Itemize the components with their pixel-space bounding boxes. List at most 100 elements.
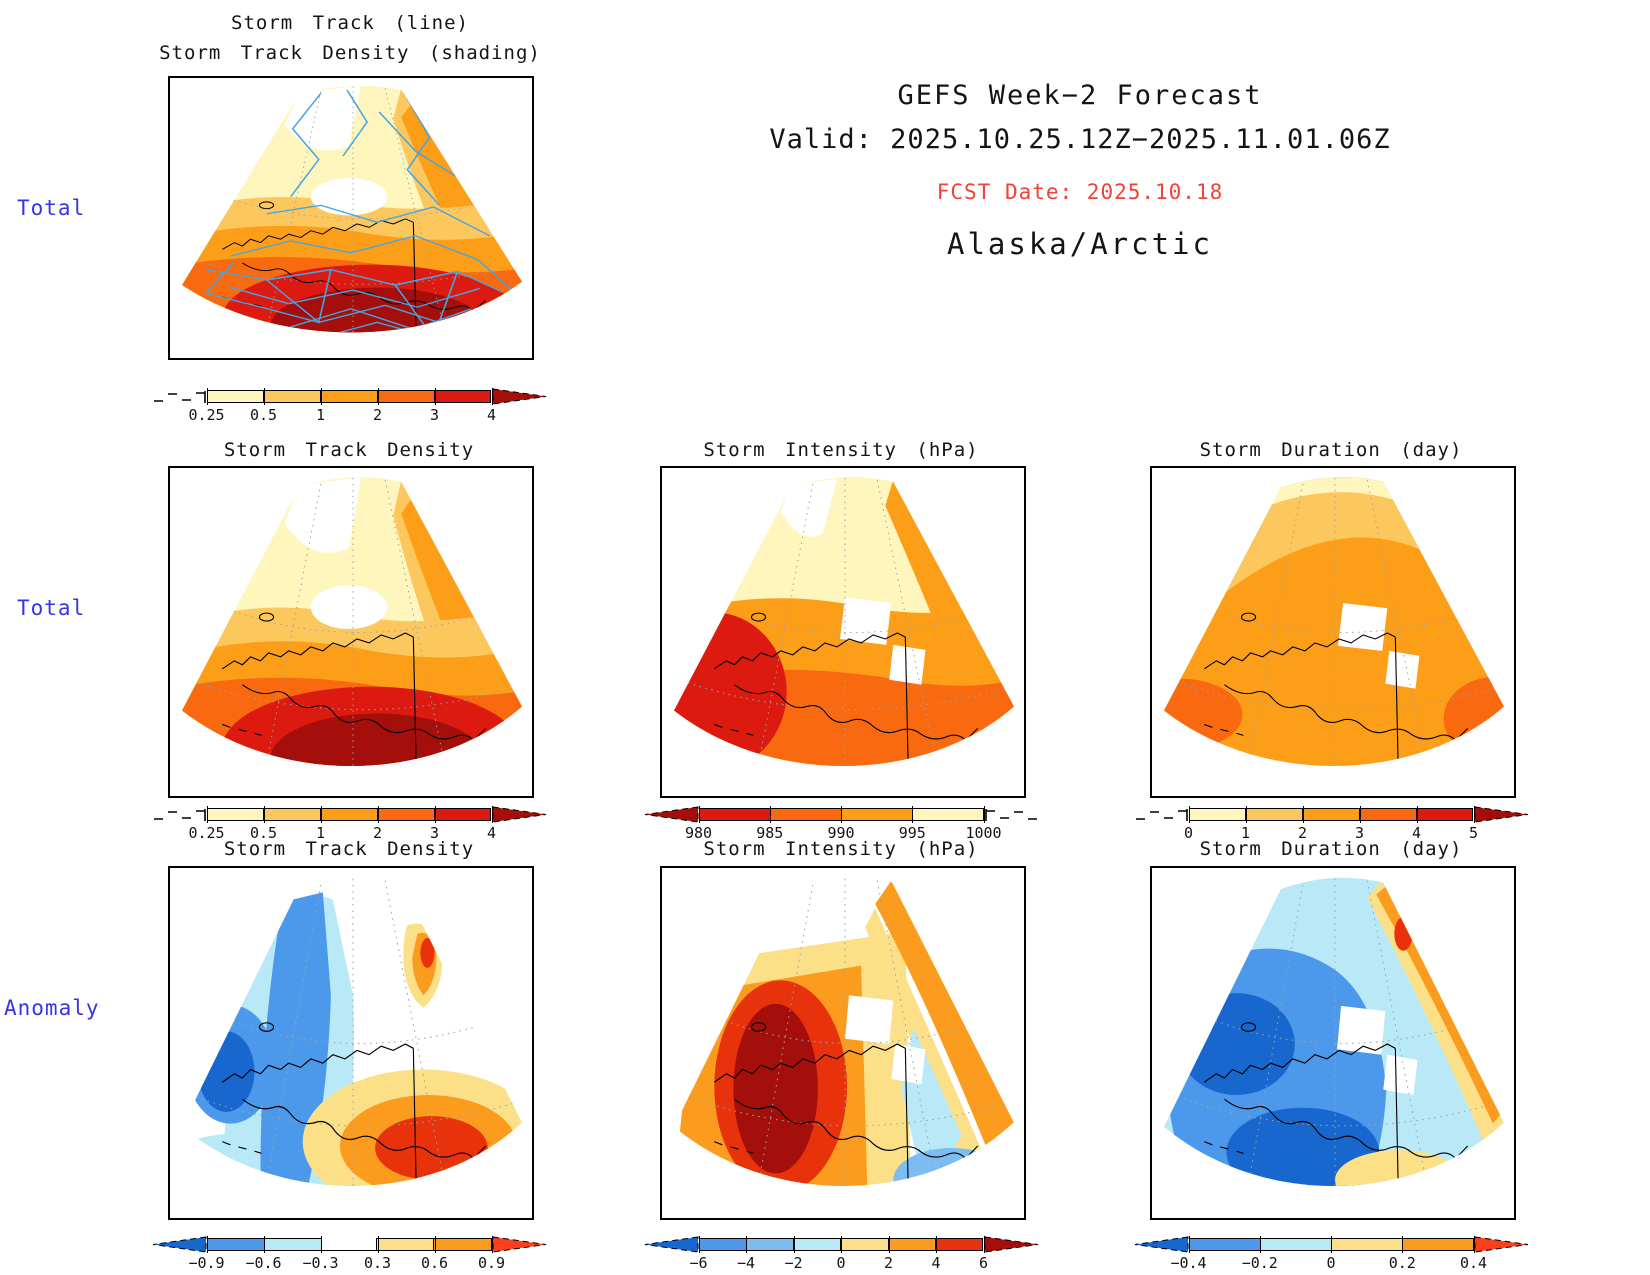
map-canvas bbox=[182, 477, 522, 766]
colorbar-arrow-right-icon bbox=[492, 806, 546, 823]
colorbar-bar: 0 1 2 3 4 5 bbox=[1184, 806, 1478, 842]
colorbar-duration-total: 0 1 2 3 4 5 bbox=[1121, 806, 1541, 852]
colorbar-arrow-left-icon bbox=[152, 1236, 206, 1253]
colorbar-arrow-left-icon bbox=[1134, 1236, 1188, 1253]
colorbar-segment bbox=[793, 1238, 842, 1251]
colorbar-tick-label: 2 bbox=[372, 824, 383, 842]
colorbar-tick-label: 4 bbox=[486, 406, 497, 424]
colorbar-dash-end-icon bbox=[153, 809, 206, 821]
colorbar-arrow-left-icon bbox=[644, 1236, 698, 1253]
colorbar-tick bbox=[491, 1236, 493, 1253]
colorbar-tick-label: −0.2 bbox=[1241, 1254, 1278, 1272]
colorbar-tick-label: 0.6 bbox=[420, 1254, 449, 1272]
colorbar-tick-label: 2 bbox=[883, 1254, 894, 1272]
colorbar-tick-label: −0.6 bbox=[245, 1254, 282, 1272]
colorbar-tick bbox=[1331, 1236, 1332, 1253]
map-storm-track-total bbox=[168, 76, 534, 360]
colorbar-tick-label: −4 bbox=[736, 1254, 756, 1272]
panel-title-density-anomaly: Storm Track Density bbox=[223, 838, 475, 860]
map-density-anomaly bbox=[168, 866, 534, 1220]
colorbar-arrow-right-icon bbox=[492, 1236, 546, 1253]
colorbar-segment bbox=[376, 808, 435, 821]
fcst-date: FCST Date: 2025.10.18 bbox=[936, 180, 1224, 204]
colorbar-tick-label: 0.2 bbox=[1388, 1254, 1416, 1272]
colorbar-tick-label: 4 bbox=[486, 824, 497, 842]
colorbar-tick bbox=[1359, 806, 1361, 823]
colorbar-bar: −0.9 −0.6 −0.3 0.3 0.6 0.9 bbox=[188, 1236, 505, 1272]
panel-title-intensity-anomaly: Storm Intensity (hPa) bbox=[703, 838, 979, 860]
colorbar-bar: −0.4 −0.2 0 0.2 0.4 bbox=[1170, 1236, 1487, 1272]
colorbar-tick-label: 1 bbox=[315, 406, 326, 424]
colorbar-bar: 0.25 0.5 1 2 3 4 bbox=[188, 806, 496, 842]
colorbar-tick bbox=[698, 1236, 700, 1253]
colorbar-tick bbox=[841, 806, 842, 823]
colorbar-tick-label: 6 bbox=[978, 1254, 989, 1272]
colorbar-tick bbox=[206, 388, 208, 405]
colorbar-tick bbox=[1259, 1236, 1261, 1253]
colorbar-tick bbox=[491, 806, 493, 823]
colorbar-tick-label: 5 bbox=[1468, 824, 1479, 842]
colorbar-segment bbox=[206, 390, 265, 403]
colorbar-tick-label: 0.25 bbox=[188, 824, 225, 842]
colorbar-segment bbox=[887, 1238, 937, 1251]
colorbar-segment bbox=[1259, 1238, 1332, 1251]
colorbar-segment bbox=[320, 390, 378, 403]
colorbar-tick bbox=[320, 806, 322, 823]
colorbar-tick bbox=[377, 1236, 379, 1253]
colorbar-tick-label: 0.5 bbox=[249, 406, 278, 424]
colorbar-arrow-right-icon bbox=[492, 388, 546, 405]
colorbar-tick-label: 0.9 bbox=[477, 1254, 506, 1272]
colorbar-tick-label: 3 bbox=[429, 824, 440, 842]
valid-range: Valid: 2025.10.25.12Z−2025.11.01.06Z bbox=[769, 124, 1391, 155]
colorbar-tick-label: 1000 bbox=[965, 824, 1002, 842]
colorbar-tick bbox=[888, 1236, 890, 1253]
colorbar-tick bbox=[263, 388, 265, 405]
colorbar-tick-label: 1 bbox=[315, 824, 326, 842]
map-density-total bbox=[168, 466, 534, 798]
row-label-total-1: Total bbox=[17, 196, 86, 220]
colorbar-arrow-right-icon bbox=[984, 1236, 1038, 1253]
colorbar-tick bbox=[377, 806, 379, 823]
colorbar-segment bbox=[206, 1238, 265, 1251]
colorbar-intensity-total: 980 985 990 995 1000 bbox=[631, 806, 1051, 852]
colorbar-tick-label: 0.4 bbox=[1459, 1254, 1488, 1272]
colorbar-tick-label: 995 bbox=[898, 824, 926, 842]
colorbar-tick bbox=[698, 806, 700, 823]
colorbar-tick-label: 4 bbox=[931, 1254, 941, 1272]
colorbar-segment bbox=[1302, 808, 1360, 821]
colorbar-tick bbox=[434, 1236, 436, 1253]
colorbar-tick bbox=[206, 1236, 208, 1253]
colorbar-tick bbox=[377, 388, 379, 405]
map-canvas bbox=[1164, 477, 1504, 766]
colorbar-tick-label: 980 bbox=[684, 824, 713, 842]
colorbar-tick-label: 990 bbox=[827, 824, 855, 842]
map-canvas bbox=[674, 877, 1014, 1186]
colorbar-segment bbox=[840, 808, 913, 821]
colorbar-tick bbox=[1245, 806, 1247, 823]
colorbar-tick-label: 1 bbox=[1240, 824, 1251, 842]
map-intensity-anomaly bbox=[660, 866, 1026, 1220]
colorbar-tick bbox=[841, 1236, 842, 1253]
panel-title-density-total: Storm Track Density bbox=[223, 439, 475, 461]
colorbar-segment bbox=[206, 808, 265, 821]
panel-title-duration-anomaly: Storm Duration (day) bbox=[1199, 838, 1463, 860]
row-label-anomaly: Anomaly bbox=[4, 996, 100, 1020]
colorbar-segment bbox=[263, 808, 322, 821]
colorbar-segment bbox=[911, 808, 984, 821]
colorbar-segment bbox=[1330, 1238, 1403, 1251]
colorbar-tick bbox=[434, 806, 436, 823]
colorbar-tick bbox=[1188, 806, 1190, 823]
region-label: Alaska/Arctic bbox=[947, 227, 1213, 261]
map-canvas bbox=[1164, 877, 1504, 1186]
colorbar-segment bbox=[320, 808, 378, 821]
colorbar-segment bbox=[1188, 1238, 1261, 1251]
colorbar-dash-end-icon bbox=[153, 391, 206, 403]
map-canvas bbox=[182, 85, 522, 333]
colorbar-bar: 0.25 0.5 1 2 3 4 bbox=[188, 388, 496, 424]
colorbar-segment bbox=[433, 808, 492, 821]
map-canvas bbox=[674, 477, 1014, 766]
colorbar-tick-label: −0.4 bbox=[1170, 1254, 1207, 1272]
colorbar-tick bbox=[1473, 806, 1475, 823]
colorbar-tick-label: 2 bbox=[372, 406, 383, 424]
